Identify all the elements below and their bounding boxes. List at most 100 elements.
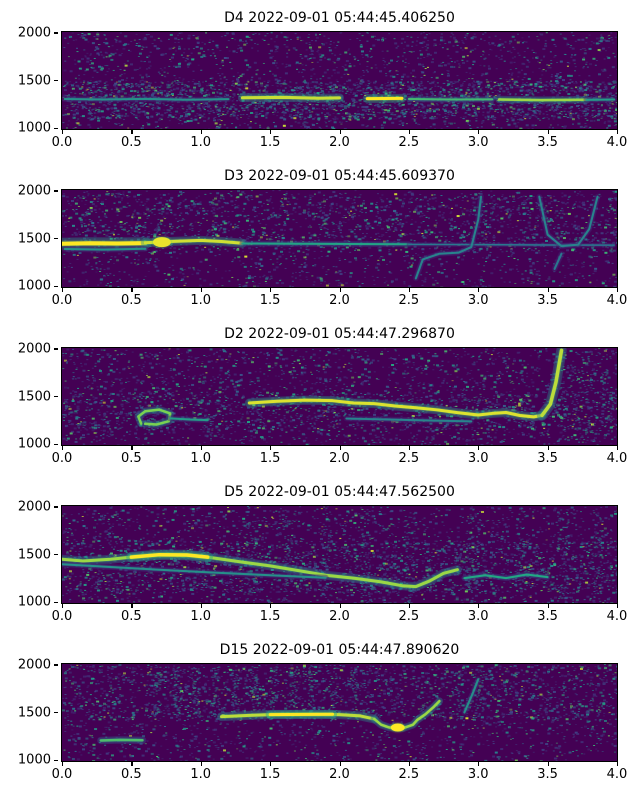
x-tick-label: 4.0 [606, 767, 628, 782]
x-tick-label: 1.5 [259, 609, 281, 624]
y-tick-label: 1000 [17, 120, 51, 136]
y-tick-mark [54, 348, 58, 350]
y-tick-mark [54, 396, 58, 398]
spectrogram-canvas [61, 31, 618, 130]
x-tick-mark [200, 288, 202, 292]
x-tick-mark [617, 130, 619, 134]
x-tick-mark [339, 288, 341, 292]
x-tick-mark [408, 604, 411, 608]
x-tick-mark [478, 762, 480, 766]
subplot-title: D4 2022-09-01 05:44:45.406250 [224, 10, 455, 26]
x-tick-mark [408, 288, 411, 292]
y-tick-mark [54, 506, 58, 508]
x-tick-label: 4.0 [606, 293, 628, 308]
x-tick-label: 1.0 [190, 293, 212, 308]
y-tick-mark [54, 127, 58, 129]
x-tick-mark [200, 130, 202, 134]
x-tick-mark [547, 604, 549, 608]
y-tick-label: 1500 [17, 547, 51, 562]
x-tick-label: 3.0 [467, 451, 489, 466]
x-tick-label: 2.0 [329, 609, 350, 624]
y-axis: 2000 1500 1000 [0, 657, 58, 768]
x-tick-label: 3.0 [467, 293, 489, 308]
y-tick-mark [54, 554, 58, 556]
x-tick-label: 1.5 [259, 767, 281, 782]
y-axis: 2000 1500 1000 [0, 25, 58, 136]
x-tick-mark [131, 288, 133, 292]
y-tick-mark [54, 80, 58, 82]
x-tick-mark [131, 446, 133, 450]
x-tick-label: 2.5 [398, 767, 420, 782]
subplot-title: D5 2022-09-01 05:44:47.562500 [224, 484, 455, 500]
x-axis: 0.0 0.5 1.0 1.5 2.0 2.5 3.0 3.5 4.0 [52, 287, 627, 311]
x-tick-label: 2.0 [329, 293, 350, 308]
x-axis: 0.0 0.5 1.0 1.5 2.0 2.5 3.0 3.5 4.0 [52, 445, 627, 469]
x-tick-label: 2.5 [398, 451, 420, 466]
x-tick-label: 1.0 [190, 609, 212, 624]
y-tick-label: 1500 [17, 73, 51, 88]
x-tick-mark [62, 762, 64, 766]
x-tick-label: 3.5 [537, 767, 558, 782]
x-tick-label: 3.0 [467, 135, 489, 150]
x-tick-mark [131, 762, 133, 766]
x-tick-label: 0.0 [51, 609, 73, 624]
x-tick-label: 1.5 [259, 293, 281, 308]
x-tick-mark [478, 604, 480, 608]
x-tick-label: 2.0 [329, 451, 350, 466]
x-tick-label: 3.5 [537, 609, 558, 624]
x-tick-mark [408, 446, 411, 450]
x-tick-mark [339, 130, 341, 134]
x-tick-label: 0.0 [51, 293, 73, 308]
x-tick-label: 3.5 [537, 293, 558, 308]
y-tick-label: 1000 [17, 278, 51, 294]
subplot-d15: D15 2022-09-01 05:44:47.890620 2000 1500 1… [0, 638, 640, 796]
y-tick-label: 1000 [17, 436, 51, 452]
x-tick-mark [617, 288, 619, 292]
x-tick-mark [547, 288, 549, 292]
plot-row: 2000 1500 1000 [18, 183, 618, 294]
x-tick-mark [131, 604, 133, 608]
x-tick-mark [62, 446, 64, 450]
x-axis: 0.0 0.5 1.0 1.5 2.0 2.5 3.0 3.5 4.0 [52, 603, 627, 627]
x-tick-label: 1.5 [259, 451, 281, 466]
spectrogram-canvas [61, 189, 618, 288]
x-tick-label: 0.5 [121, 767, 142, 782]
x-tick-mark [62, 130, 64, 134]
y-tick-label: 1500 [17, 389, 51, 404]
y-axis: 2000 1500 1000 [0, 183, 58, 294]
y-tick-label: 1000 [17, 594, 51, 610]
x-tick-mark [478, 446, 480, 450]
x-tick-mark [547, 130, 549, 134]
x-tick-mark [617, 446, 619, 450]
y-tick-mark [54, 190, 58, 192]
x-tick-mark [408, 762, 411, 766]
x-axis: 0.0 0.5 1.0 1.5 2.0 2.5 3.0 3.5 4.0 [52, 129, 627, 153]
x-tick-mark [131, 130, 133, 134]
spectrogram-canvas [61, 505, 618, 604]
y-tick-label: 2000 [17, 183, 51, 199]
y-tick-label: 1000 [17, 752, 51, 768]
x-tick-mark [478, 130, 480, 134]
x-tick-mark [547, 762, 549, 766]
x-tick-label: 0.5 [121, 135, 142, 150]
x-tick-label: 4.0 [606, 135, 628, 150]
x-tick-mark [270, 288, 272, 292]
y-tick-label: 1500 [17, 231, 51, 246]
x-tick-label: 1.0 [190, 451, 212, 466]
x-tick-mark [339, 604, 341, 608]
plot-row: 2000 1500 1000 [18, 25, 618, 136]
x-tick-mark [617, 604, 619, 608]
subplot-d3: D3 2022-09-01 05:44:45.609370 2000 1500 10… [0, 164, 640, 322]
x-tick-label: 3.5 [537, 451, 558, 466]
subplot-title: D15 2022-09-01 05:44:47.890620 [219, 642, 460, 658]
y-tick-label: 2000 [17, 657, 51, 673]
y-tick-mark [54, 712, 58, 714]
y-tick-mark [54, 32, 58, 34]
x-tick-mark [270, 762, 272, 766]
x-tick-label: 0.0 [51, 767, 73, 782]
y-axis: 2000 1500 1000 [0, 499, 58, 610]
x-tick-label: 1.0 [190, 135, 212, 150]
y-axis: 2000 1500 1000 [0, 341, 58, 452]
plot-row: 2000 1500 1000 [18, 499, 618, 610]
